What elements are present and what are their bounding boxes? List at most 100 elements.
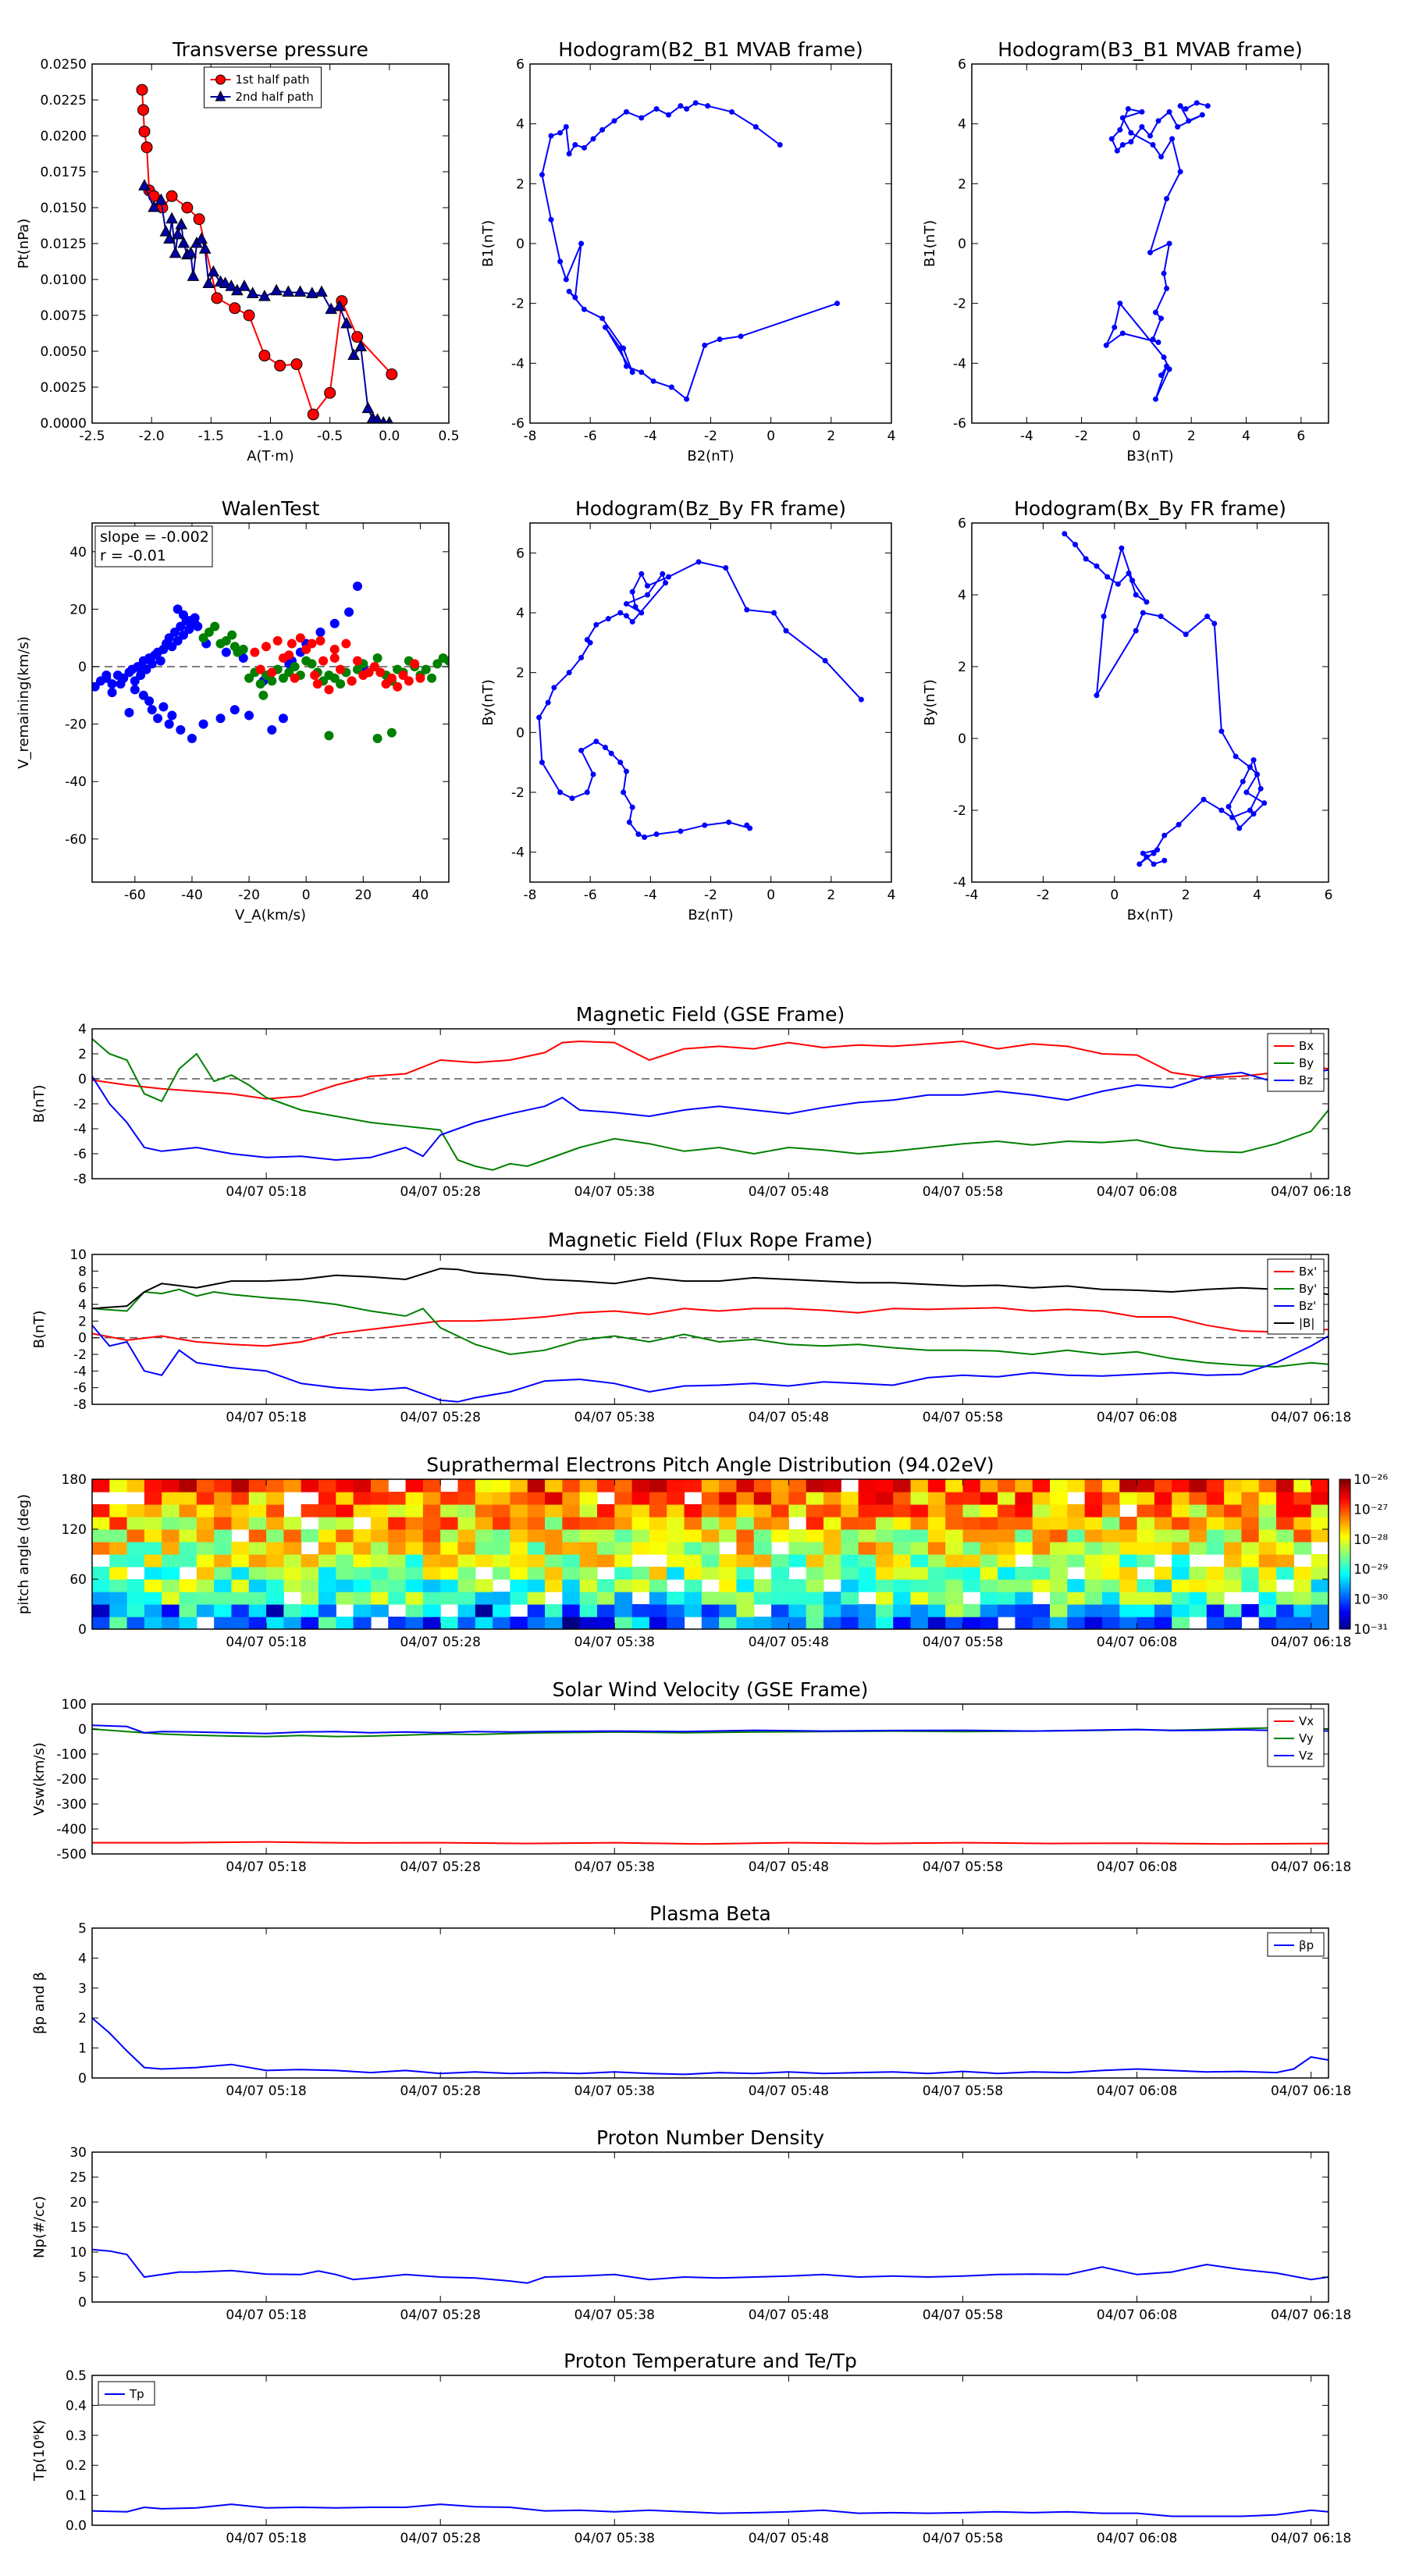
- pad-cell: [1276, 1554, 1294, 1567]
- pad-cell: [1101, 1529, 1120, 1542]
- pad-cell: [596, 1554, 615, 1567]
- pad-cell: [562, 1529, 581, 1542]
- x-tick-label: 04/07 06:08: [1097, 2307, 1177, 2323]
- pad-cell: [1084, 1592, 1103, 1605]
- pad-cell: [736, 1554, 755, 1567]
- data-point: [1136, 861, 1143, 867]
- pad-cell: [649, 1604, 667, 1617]
- pad-cell: [440, 1617, 459, 1629]
- data-point: [629, 804, 635, 810]
- data-point: [650, 378, 656, 384]
- y-axis-label: Pt(nPa): [16, 219, 32, 269]
- hodogram-bz-by-series-0: [536, 559, 864, 840]
- pad-cell: [1015, 1529, 1033, 1542]
- y-tick-label: 0.5: [66, 2368, 87, 2384]
- y-tick-label: -300: [56, 1797, 87, 1813]
- pad-cell: [875, 1479, 894, 1493]
- pad-cell: [1258, 1579, 1277, 1592]
- scatter-point: [410, 659, 420, 669]
- pad-cell: [719, 1517, 738, 1530]
- pad-cell: [1276, 1479, 1294, 1493]
- pad-cell: [631, 1504, 650, 1517]
- y-tick-label: -4: [511, 845, 525, 861]
- scatter-point: [215, 713, 226, 724]
- pad-cell: [1032, 1604, 1051, 1617]
- pad-cell: [1258, 1554, 1277, 1567]
- y-tick-label: 180: [62, 1472, 87, 1488]
- data-point: [1129, 578, 1136, 584]
- data-point: [347, 348, 360, 361]
- pad-cell: [1084, 1542, 1103, 1555]
- colorbar-label: 10⁻²⁶: [1353, 1472, 1388, 1488]
- pad-cell: [1189, 1492, 1208, 1505]
- pad-cell: [962, 1579, 981, 1592]
- x-tick-label: 04/07 05:48: [749, 1859, 829, 1875]
- pad-cell: [1172, 1567, 1190, 1580]
- data-point: [744, 822, 750, 828]
- pad-cell: [527, 1554, 546, 1567]
- data-point: [608, 750, 614, 756]
- y-tick-label: 100: [62, 1697, 87, 1713]
- x-tick-label: 04/07 05:58: [923, 2531, 1003, 2546]
- pad-cell: [109, 1517, 128, 1530]
- series-line: [92, 1268, 1329, 1310]
- pad-cell: [910, 1492, 929, 1505]
- pad-cell: [596, 1579, 615, 1592]
- pad-cell: [318, 1492, 336, 1505]
- pad-cell: [649, 1567, 667, 1580]
- pad-cell: [370, 1492, 389, 1505]
- pad-cell: [910, 1504, 929, 1517]
- x-tick-label: 04/07 05:38: [574, 1635, 655, 1650]
- data-point: [1199, 112, 1205, 118]
- pad-cell: [457, 1592, 476, 1605]
- r-text: r = -0.01: [100, 547, 166, 564]
- pad-cell: [92, 1604, 110, 1617]
- pad-cell: [162, 1542, 180, 1555]
- pad-cell: [753, 1529, 772, 1542]
- pad-cell: [980, 1567, 998, 1580]
- hodogram-bz-by-frame: [529, 522, 892, 883]
- pad-cell: [1119, 1479, 1138, 1493]
- data-point: [372, 413, 383, 423]
- pad-cell: [440, 1567, 459, 1580]
- pad-cell: [318, 1517, 336, 1530]
- y-tick-label: 0: [78, 1331, 87, 1347]
- pad-cell: [893, 1492, 912, 1505]
- pad-cell: [823, 1617, 841, 1629]
- pad-cell: [614, 1592, 633, 1605]
- pad-cell: [92, 1592, 110, 1605]
- pad-cell: [109, 1592, 128, 1605]
- pad-cell: [1119, 1604, 1138, 1617]
- pad-cell: [545, 1529, 563, 1542]
- legend-label: Tp: [129, 2387, 144, 2401]
- pad-cell: [927, 1604, 946, 1617]
- y-tick-label: 0.0250: [41, 57, 87, 73]
- x-tick-label: -2: [1075, 429, 1088, 444]
- pad-cell: [92, 1479, 110, 1493]
- pad-cell: [841, 1492, 859, 1505]
- scatter-point: [116, 679, 126, 689]
- pad-cell: [527, 1479, 546, 1493]
- data-point: [1247, 807, 1253, 813]
- data-point: [1240, 778, 1246, 785]
- pad-cell: [1189, 1567, 1208, 1580]
- pad-cell: [1136, 1592, 1155, 1605]
- pad-cell: [736, 1517, 755, 1530]
- pad-cell: [614, 1604, 633, 1617]
- pad-cell: [980, 1542, 998, 1555]
- pad-cell: [753, 1592, 772, 1605]
- pad-cell: [510, 1542, 528, 1555]
- y-tick-label: 0.0100: [41, 272, 87, 288]
- pad-cell: [1172, 1542, 1190, 1555]
- pad-cell: [579, 1617, 598, 1629]
- pad-cell: [701, 1554, 720, 1567]
- pad-cell: [1084, 1504, 1103, 1517]
- data-point: [593, 621, 599, 628]
- pad-cell: [1101, 1604, 1120, 1617]
- pad-cell: [998, 1567, 1016, 1580]
- y-tick-label: 4: [516, 606, 525, 621]
- pad-cell: [1154, 1479, 1172, 1493]
- pad-cell: [1136, 1542, 1155, 1555]
- y-tick-label: 6: [516, 57, 525, 73]
- legend-label: |B|: [1299, 1316, 1314, 1330]
